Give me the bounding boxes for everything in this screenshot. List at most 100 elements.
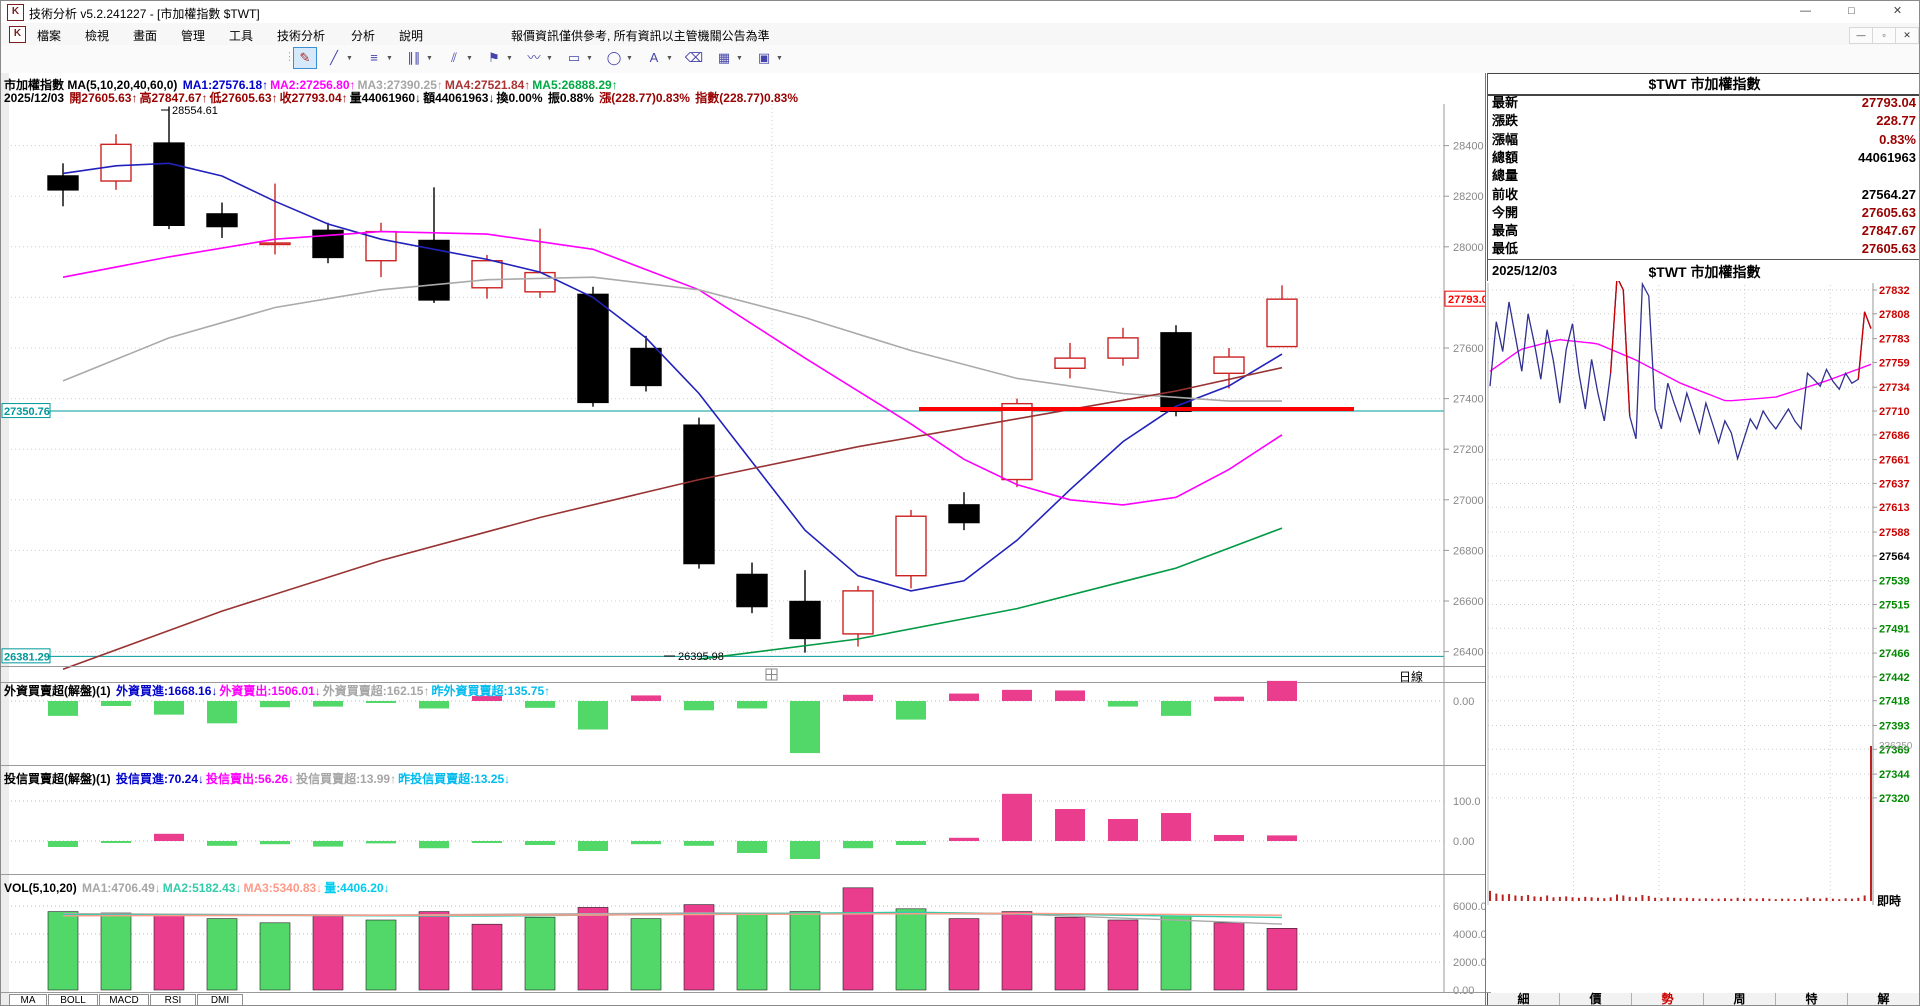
volume-ma-0 xyxy=(62,912,1283,925)
menu-0[interactable]: 檔案 xyxy=(37,29,62,43)
svg-text:6000.0: 6000.0 xyxy=(1453,901,1487,913)
ellipse-tool-dropdown[interactable]: ▼ xyxy=(626,54,633,62)
svg-text:27393: 27393 xyxy=(1879,720,1910,732)
save-tool-dropdown[interactable]: ▼ xyxy=(776,54,783,62)
horizontal-lines-tool-dropdown[interactable]: ▼ xyxy=(386,54,393,62)
foreign-bar-4 xyxy=(260,701,290,708)
save-tool[interactable]: ▣ ▼ xyxy=(753,48,783,68)
foreign-bar-0 xyxy=(48,701,78,716)
trust-bar-10 xyxy=(578,841,608,851)
mdi-minimize-button[interactable]: — xyxy=(1849,27,1873,44)
candle-7 xyxy=(418,239,450,301)
mdi-restore-button[interactable]: ▫ xyxy=(1872,27,1896,44)
tab-RSI[interactable]: RSI xyxy=(150,994,196,1005)
panel-divider[interactable] xyxy=(1485,73,1486,1005)
trendline-tool[interactable]: ╱ ▼ xyxy=(323,48,353,68)
draw-pencil-tool[interactable]: ✎ xyxy=(293,47,317,69)
menu-4[interactable]: 工具 xyxy=(229,29,254,43)
quote-tab-勢[interactable]: 勢 xyxy=(1632,993,1704,1005)
horizontal-lines-tool[interactable]: ≡ ▼ xyxy=(363,48,393,68)
grid-tool-dropdown[interactable]: ▼ xyxy=(736,54,743,62)
candle-14 xyxy=(789,600,821,640)
svg-text:27759: 27759 xyxy=(1879,357,1910,369)
quote-tab-細[interactable]: 細 xyxy=(1488,993,1560,1005)
trust-bar-20 xyxy=(1108,819,1138,841)
quote-tab-解[interactable]: 解 xyxy=(1848,993,1919,1006)
flag-mark-tool[interactable]: ⚑ ▼ xyxy=(483,48,513,68)
mdi-close-button[interactable]: ✕ xyxy=(1895,27,1919,44)
quote-value: 0.83% xyxy=(1879,131,1916,147)
menu-5[interactable]: 技術分析 xyxy=(277,29,326,43)
vertical-lines-tool[interactable]: ∥∥ ▼ xyxy=(403,48,433,68)
trust-bar-2 xyxy=(154,833,184,841)
ellipse-tool[interactable]: ◯ ▼ xyxy=(603,48,633,68)
minimize-button[interactable]: — xyxy=(1800,5,1811,17)
svg-text:27710: 27710 xyxy=(1879,406,1910,418)
quote-row-前收: 前收 27564.27 xyxy=(1488,186,1919,204)
vertical-lines-tool-dropdown[interactable]: ▼ xyxy=(426,54,433,62)
grid-tool[interactable]: ▦ ▼ xyxy=(713,48,743,68)
flag-mark-tool-dropdown[interactable]: ▼ xyxy=(506,54,513,62)
quote-value: 27605.63 xyxy=(1861,241,1916,257)
period-label[interactable]: 日線 xyxy=(1399,670,1424,684)
menu-2[interactable]: 畫面 xyxy=(133,29,158,43)
svg-text:27588: 27588 xyxy=(1879,527,1910,539)
daily-chart-canvas[interactable]: 27350.76 26381.29 28554.61 26395.98 28400 282… xyxy=(1,73,1491,1006)
intraday-title: $TWT 市加權指數 xyxy=(1648,264,1761,280)
tab-DMI[interactable]: DMI xyxy=(197,994,243,1005)
candle-23 xyxy=(1266,298,1298,348)
menu-1[interactable]: 檢視 xyxy=(85,29,110,43)
intraday-price-line xyxy=(1489,281,1872,461)
quote-tab-特[interactable]: 特 xyxy=(1776,993,1848,1005)
fan-lines-tool-dropdown[interactable]: ▼ xyxy=(466,54,473,62)
quote-row-漲跌: 漲跌 228.77 xyxy=(1488,112,1919,130)
volume-bar-6 xyxy=(365,919,397,991)
menu-3[interactable]: 管理 xyxy=(181,29,206,43)
menu-7[interactable]: 說明 xyxy=(399,29,424,43)
eraser-tool[interactable]: ⌫ xyxy=(683,48,705,68)
foreign-bars-layer xyxy=(48,680,1297,754)
channel-tool-dropdown[interactable]: ▼ xyxy=(546,54,553,62)
quote-value: 228.77 xyxy=(1876,113,1916,129)
tab-BOLL[interactable]: BOLL xyxy=(48,994,98,1005)
time-axis-strip[interactable] xyxy=(765,668,778,681)
foreign-bar-12 xyxy=(684,701,714,711)
tab-MACD[interactable]: MACD xyxy=(99,994,149,1005)
disclaimer-text: 報價資訊僅供參考, 所有資訊以主管機關公告為準 xyxy=(511,29,770,43)
intraday-chart-canvas[interactable]: 27832 27808 27783 27759 27734 27710 27686 27661… xyxy=(1486,281,1920,907)
support-price-label: 27350.76 xyxy=(4,406,50,418)
main-price-axis: 2840028200280002780027600274002720027000… xyxy=(1443,104,1491,997)
text-tool[interactable]: A ▼ xyxy=(643,48,673,68)
info-segment: 低27605.63↑ xyxy=(209,91,278,105)
candle-2 xyxy=(153,142,185,226)
quote-panel: $TWT 市加權指數 最新 27793.04 漲跌 228.77 漲幅 0.83% 總額 44… xyxy=(1487,73,1919,261)
rectangle-tool[interactable]: ▭ ▼ xyxy=(563,48,593,68)
quote-tab-價[interactable]: 價 xyxy=(1560,993,1632,1005)
quote-value: 27793.04 xyxy=(1861,95,1916,110)
save-tool-icon: ▣ xyxy=(757,50,771,65)
quote-panel-title: $TWT 市加權指數 xyxy=(1488,73,1919,96)
close-button[interactable]: ✕ xyxy=(1892,5,1903,17)
trust-bar-23 xyxy=(1267,835,1297,841)
candle-20 xyxy=(1107,337,1139,359)
text-tool-dropdown[interactable]: ▼ xyxy=(666,54,673,62)
quote-tab-strip: 細價勢周特解 xyxy=(1487,993,1919,1006)
trust-bar-16 xyxy=(896,841,926,845)
menu-6[interactable]: 分析 xyxy=(351,29,376,43)
quote-tab-周[interactable]: 周 xyxy=(1704,993,1776,1005)
fan-lines-tool-icon: ⫽ xyxy=(451,50,457,65)
maximize-button[interactable]: □ xyxy=(1848,5,1855,17)
tab-MA[interactable]: MA xyxy=(9,994,47,1005)
foreign-bar-6 xyxy=(366,701,396,703)
volume-bar-3 xyxy=(206,918,238,991)
info-segment: MA5:26888.29↑ xyxy=(532,78,618,92)
fan-lines-tool[interactable]: ⫽ ▼ xyxy=(443,48,473,68)
trust-bar-21 xyxy=(1161,813,1191,841)
trendline-tool-dropdown[interactable]: ▼ xyxy=(346,54,353,62)
volume-bars-layer xyxy=(47,887,1298,991)
volume-bar-22 xyxy=(1213,922,1245,991)
channel-tool[interactable]: 〰 ▼ xyxy=(523,48,553,68)
volume-bar-14 xyxy=(789,911,821,991)
rectangle-tool-dropdown[interactable]: ▼ xyxy=(586,54,593,62)
svg-text:27466: 27466 xyxy=(1879,648,1910,660)
